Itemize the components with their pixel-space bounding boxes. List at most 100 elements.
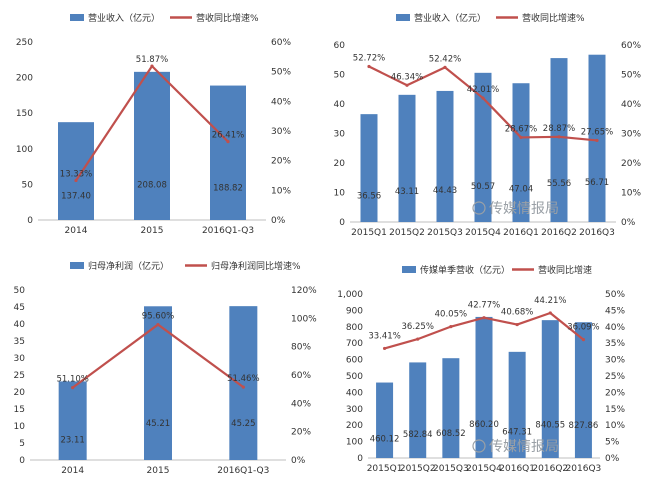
growth-point (382, 346, 387, 351)
x-tick-label: 2014 (65, 226, 88, 236)
growth-point (557, 135, 561, 139)
y-tick-label: 5 (19, 439, 25, 449)
legend-label-line: 营收同比增速 (538, 264, 592, 276)
y-tick-label: 50 (22, 180, 34, 190)
y2-tick-label: 20% (605, 388, 625, 398)
bar-value-label: 460.12 (370, 434, 400, 444)
y2-tick-label: 30% (271, 127, 291, 137)
chart-panel-2: 营业收入（亿元） 营收同比增速% 0 10 20 30 40 50 60 0% 10% 20% 30% 4… (324, 0, 648, 243)
growth-point (241, 385, 245, 389)
y2-tick-label: 60% (271, 38, 291, 48)
bar (360, 114, 378, 222)
growth-value-label: 36.09% (567, 323, 599, 333)
bar (512, 83, 530, 223)
growth-value-label: 33.41% (368, 331, 400, 341)
growth-point (405, 83, 409, 87)
bar-value-label: 50.57 (471, 182, 495, 192)
y2-tick-label: 20% (621, 159, 641, 169)
watermark-text: 传媒情报局 (489, 439, 559, 455)
growth-point (515, 322, 519, 327)
y2-tick-label: 40% (271, 97, 291, 107)
growth-point (71, 386, 75, 390)
y-tick-label: 40 (14, 320, 26, 330)
legend: 营业收入（亿元） 营收同比增速% (70, 12, 259, 24)
bar (436, 90, 454, 222)
legend-label-line: 营收同比增速% (522, 12, 585, 24)
x-tick-label: 2015 (141, 226, 164, 236)
legend-swatch-bar (70, 14, 84, 21)
y2-tick-label: 50% (271, 68, 291, 78)
y2-tick-label: 60% (621, 41, 641, 51)
bar (508, 351, 526, 458)
bar (588, 54, 606, 222)
chart-annual-net-profit: 归母净利润（亿元） 归母净利润同比增速% 0 5 10 15 20 25 30 35 40 45 50 0… (14, 260, 318, 476)
growth-value-label: 52.72% (353, 53, 385, 63)
y2-tick-label: 10% (605, 421, 625, 431)
growth-point (481, 96, 485, 100)
y2-tick-label: 35% (605, 339, 625, 349)
legend-label-bar: 营业收入（亿元） (88, 12, 160, 24)
growth-value-label: 44.21% (534, 296, 566, 306)
y-tick-label: 100 (16, 145, 33, 155)
x-tick-label: 2015Q3 (433, 464, 469, 474)
x-tick-label: 2015 (147, 466, 170, 476)
bar-value-label: 23.11 (60, 436, 84, 446)
growth-value-label: 42.77% (468, 301, 500, 311)
y2-tick-label: 30% (605, 356, 625, 366)
y-tick-label: 35 (14, 337, 25, 347)
legend-label-bar: 营业收入（亿元） (414, 12, 486, 24)
y-tick-label: 1,000 (337, 290, 363, 300)
y2-tick-label: 0% (621, 218, 636, 228)
bar (550, 58, 568, 223)
watermark-text: 传媒情报局 (489, 201, 559, 217)
x-tick-label: 2016Q1 (503, 228, 539, 238)
legend-swatch-bar (396, 14, 410, 21)
x-tick-label: 2016Q2 (541, 228, 577, 238)
growth-point (74, 178, 78, 183)
y-tick-label: 250 (16, 38, 33, 48)
y-tick-label: 15 (14, 405, 25, 415)
growth-value-label: 28.67% (505, 124, 537, 134)
bar (376, 382, 394, 458)
x-tick-label: 2015Q4 (466, 464, 502, 474)
growth-value-label: 52.42% (429, 54, 461, 64)
x-tick-label: 2015Q2 (400, 464, 436, 474)
y-tick-label: 30 (14, 354, 26, 364)
bar-value-label: 860.20 (469, 420, 499, 430)
bar-value-label: 840.55 (535, 421, 565, 431)
growth-value-label: 26.41% (212, 131, 244, 141)
y2-tick-label: 0% (605, 454, 620, 464)
bar-value-label: 43.11 (395, 187, 419, 197)
x-tick-label: 2016Q1-Q3 (217, 466, 269, 476)
growth-value-label: 51.87% (136, 55, 168, 65)
y2-tick-label: 40% (605, 323, 625, 333)
x-tick-label: 2015Q1 (367, 464, 403, 474)
growth-point (548, 311, 552, 315)
bar (474, 72, 492, 222)
y2-tick-label: 30% (621, 130, 641, 140)
bar (210, 85, 246, 221)
y-tick-label: 200 (346, 421, 363, 431)
y2-tick-label: 0% (271, 216, 286, 226)
y2-tick-label: 80% (291, 343, 311, 353)
legend-label-line: 营收同比增速% (196, 12, 259, 24)
legend-label-line: 归母净利润同比增速% (211, 260, 301, 272)
bar (229, 306, 258, 460)
y2-tick-label: 45% (605, 306, 625, 316)
chart-panel-4: 传媒单季营收（亿元） 营收同比增速 0 100 200 300 400 500 600 700 80… (324, 244, 648, 487)
y-tick-label: 0 (27, 216, 33, 226)
bar (442, 358, 460, 458)
y2-tick-label: 120% (291, 286, 317, 296)
y-tick-label: 700 (346, 339, 363, 349)
growth-value-label: 42.01% (467, 85, 499, 95)
growth-point (156, 322, 160, 327)
bar-value-label: 44.43 (433, 186, 457, 196)
legend: 营业收入（亿元） 营收同比增速% (396, 12, 585, 24)
y2-tick-label: 20% (271, 157, 291, 167)
y2-tick-label: 5% (605, 438, 620, 448)
watermark: 传媒情报局 (472, 439, 559, 455)
bar-value-label: 45.21 (146, 419, 170, 429)
chart-annual-revenue: 营业收入（亿元） 营收同比增速% 0 50 100 150 200 250 0% 10% 20% 30… (16, 12, 292, 236)
y-tick-label: 60 (334, 41, 346, 51)
y-tick-label: 20 (334, 159, 346, 169)
